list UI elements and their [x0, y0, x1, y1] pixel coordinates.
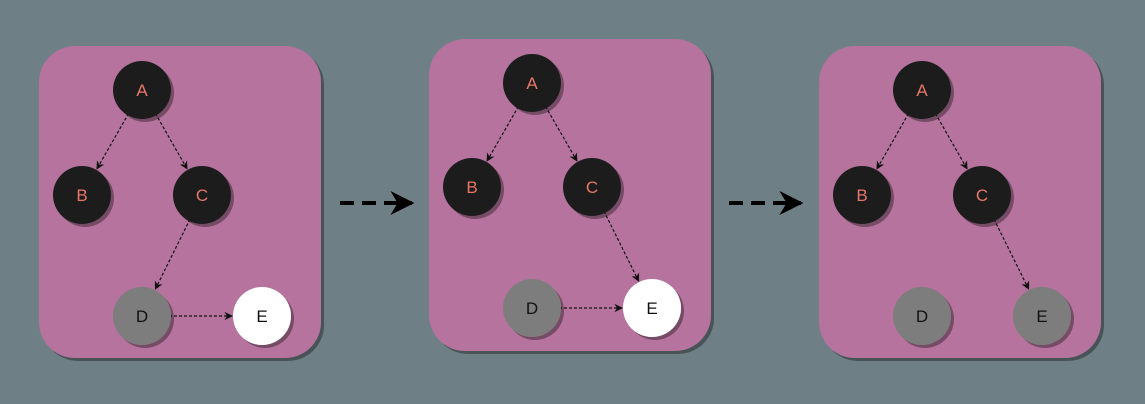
node-C: C — [953, 166, 1011, 224]
edge-C-D — [154, 218, 191, 290]
edge-C-E — [993, 218, 1030, 290]
node-A: A — [893, 61, 951, 119]
node-D: D — [893, 287, 951, 345]
node-label: B — [76, 186, 87, 205]
node-label: C — [586, 178, 598, 197]
node-circle — [173, 166, 231, 224]
node-label: E — [646, 299, 657, 318]
node-circle — [623, 279, 681, 337]
node-label: D — [916, 307, 928, 326]
edge-C-E — [603, 210, 640, 282]
node-label: E — [1036, 307, 1047, 326]
node-E: E — [233, 287, 291, 345]
node-label: A — [916, 81, 928, 100]
edge-A-B — [96, 113, 130, 170]
node-label: B — [856, 186, 867, 205]
node-C: C — [563, 158, 621, 216]
edge-A-C — [544, 106, 578, 162]
edge-A-B — [486, 106, 520, 162]
node-B: B — [443, 158, 501, 216]
panel-1: A B C D E — [39, 46, 321, 358]
node-circle — [113, 287, 171, 345]
node-A: A — [503, 54, 561, 112]
node-label: C — [976, 186, 988, 205]
edge-A-C — [154, 113, 188, 170]
node-B: B — [53, 166, 111, 224]
node-D: D — [503, 279, 561, 337]
node-label: E — [256, 307, 267, 326]
node-circle — [953, 166, 1011, 224]
node-circle — [53, 166, 111, 224]
node-B: B — [833, 166, 891, 224]
node-label: C — [196, 186, 208, 205]
node-E: E — [1013, 287, 1071, 345]
node-circle — [893, 61, 951, 119]
node-circle — [503, 279, 561, 337]
node-label: A — [136, 81, 148, 100]
node-A: A — [113, 61, 171, 119]
node-label: D — [526, 299, 538, 318]
panel-2: A B C D E — [429, 39, 711, 351]
node-circle — [503, 54, 561, 112]
edge-A-B — [876, 113, 910, 170]
node-label: D — [136, 307, 148, 326]
panel-3: A B C D E — [819, 46, 1101, 358]
node-label: A — [526, 74, 538, 93]
node-C: C — [173, 166, 231, 224]
node-label: B — [466, 178, 477, 197]
edge-A-C — [934, 113, 968, 170]
node-E: E — [623, 279, 681, 337]
node-circle — [443, 158, 501, 216]
node-circle — [233, 287, 291, 345]
node-circle — [113, 61, 171, 119]
node-circle — [563, 158, 621, 216]
node-circle — [893, 287, 951, 345]
node-circle — [833, 166, 891, 224]
node-circle — [1013, 287, 1071, 345]
node-D: D — [113, 287, 171, 345]
